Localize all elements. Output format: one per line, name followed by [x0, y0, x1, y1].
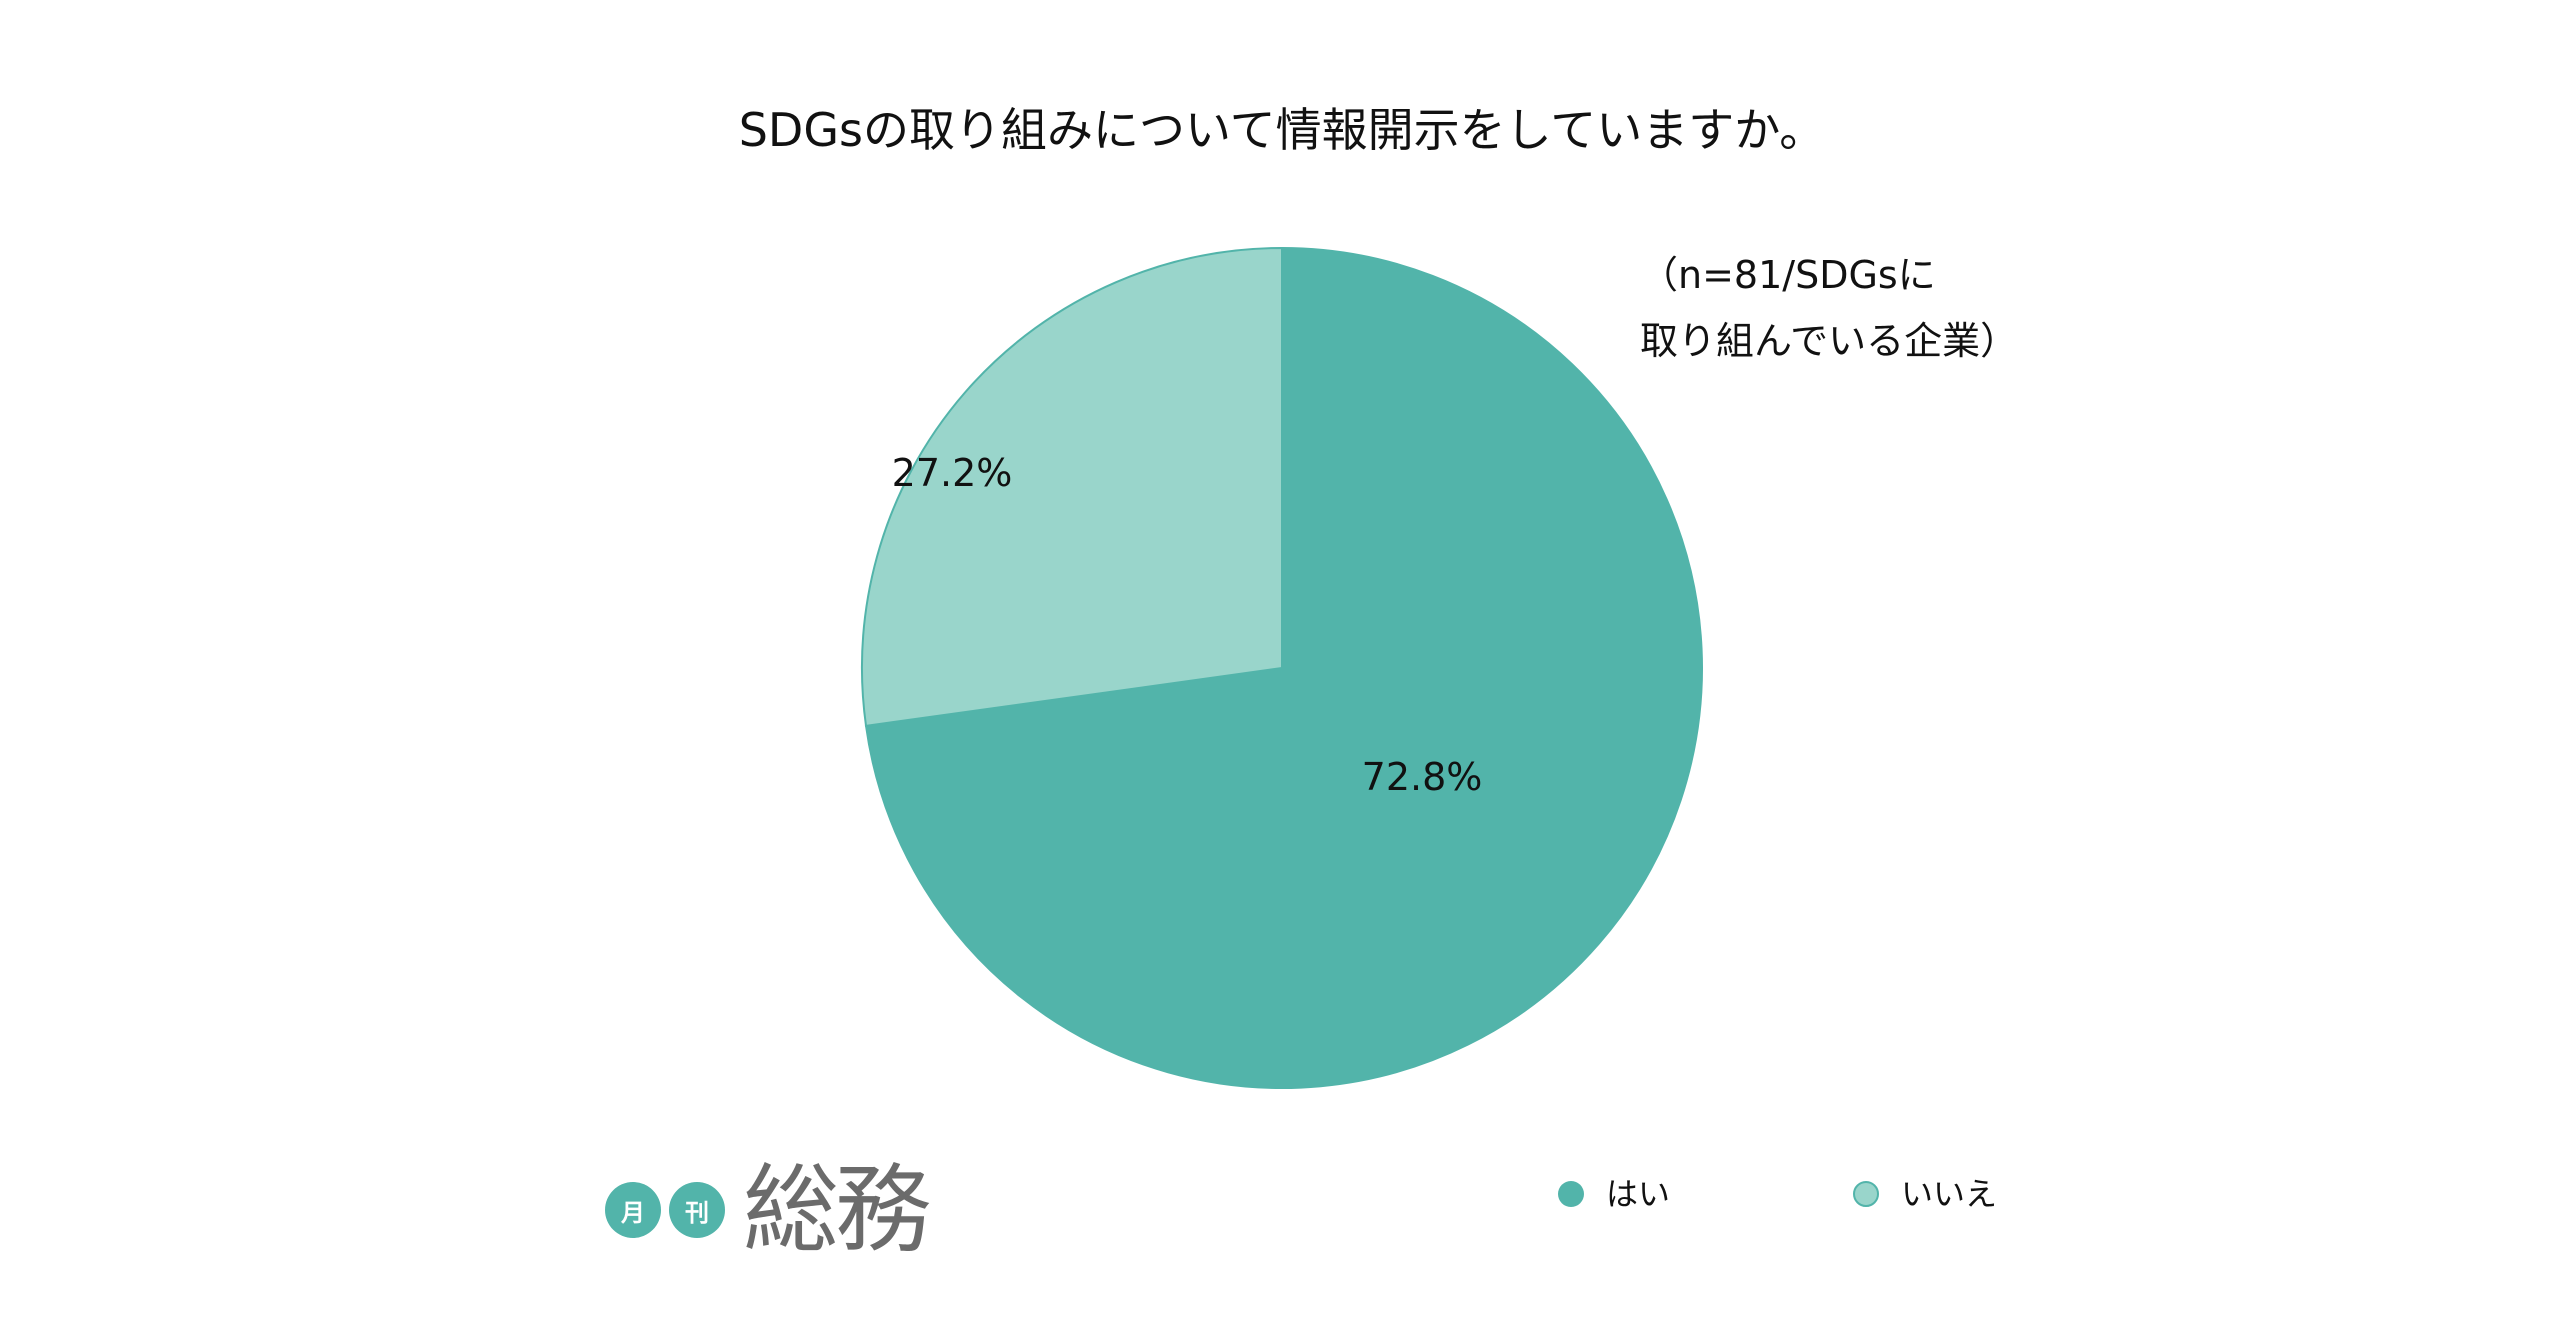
legend-item-yes: はい: [1558, 1170, 1670, 1218]
legend-swatch-yes: [1558, 1181, 1584, 1207]
chart-title: SDGsの取り組みについて情報開示をしていますか。: [738, 103, 1826, 157]
sample-note-line2: 取り組んでいる企業）: [1640, 319, 2019, 363]
logo-badge-tsuki: 月: [605, 1182, 661, 1238]
logo-wordmark: 総務: [743, 1154, 931, 1266]
logo-badge-kan: 刊: [669, 1182, 725, 1238]
pie-slice-yes: [864, 246, 1703, 1089]
legend-label-no: いいえ: [1901, 1175, 1998, 1213]
sample-note: （n=81/SDGsに 取り組んでいる企業）: [1640, 242, 2018, 374]
slice-label-no: 27.2%: [892, 451, 1013, 495]
logo: 月 刊 総務: [605, 1154, 931, 1266]
slice-label-yes: 72.8%: [1362, 755, 1483, 799]
legend-label-yes: はい: [1606, 1175, 1671, 1213]
pie-slice-no: [861, 246, 1283, 728]
sample-note-line1: （n=81/SDGsに: [1640, 253, 1936, 297]
legend-swatch-no: [1853, 1181, 1879, 1207]
legend-item-no: いいえ: [1853, 1170, 1997, 1218]
